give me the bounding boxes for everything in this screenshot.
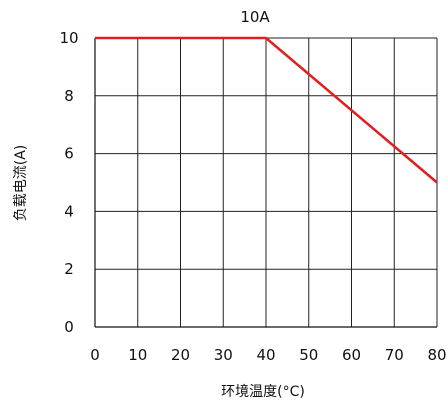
x-tick-labels: 0 10 20 30 40 50 60 70 80 [90, 346, 446, 364]
x-tick-label: 70 [385, 346, 404, 364]
x-axis-label: 环境温度(°C) [221, 384, 305, 400]
grid [95, 37, 438, 327]
y-tick-label: 2 [64, 260, 74, 278]
y-tick-label: 6 [64, 145, 74, 163]
x-tick-label: 40 [256, 346, 275, 364]
x-tick-label: 80 [427, 346, 446, 364]
y-axis-label: 负载电流(A) [13, 145, 29, 222]
x-tick-label: 0 [90, 346, 100, 364]
x-tick-label: 10 [128, 346, 147, 364]
y-tick-label: 8 [64, 87, 74, 105]
series-line [95, 36, 438, 184]
x-tick-label: 50 [299, 346, 318, 364]
x-tick-label: 30 [214, 346, 233, 364]
chart-title: 10A [240, 8, 270, 26]
y-tick-label: 10 [59, 29, 78, 47]
axes [94, 38, 437, 328]
series-layer [95, 36, 438, 184]
y-tick-label: 4 [64, 202, 74, 220]
x-tick-label: 60 [342, 346, 361, 364]
x-tick-label: 20 [171, 346, 190, 364]
y-tick-label: 0 [64, 318, 74, 336]
y-tick-labels: 0 2 4 6 8 10 [59, 29, 78, 336]
